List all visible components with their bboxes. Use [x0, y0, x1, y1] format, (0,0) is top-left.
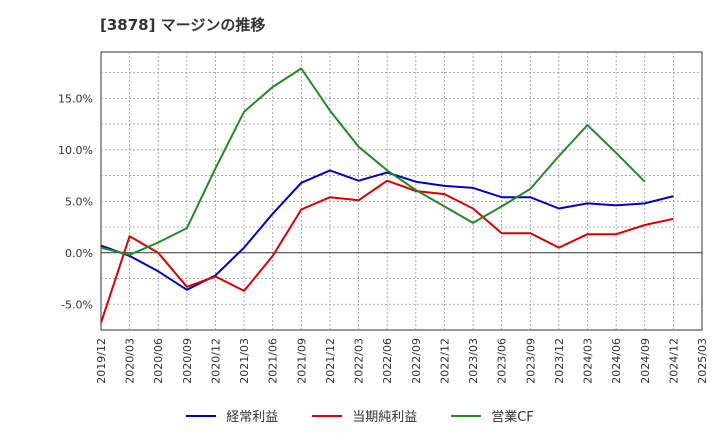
x-tick-label: 2023/03 [467, 338, 480, 384]
legend-swatch-operating-cf [451, 414, 482, 417]
x-tick-label: 2020/12 [209, 338, 222, 384]
legend-label-ordinary-profit: 経常利益 [226, 410, 279, 425]
x-tick-label: 2023/06 [496, 338, 509, 384]
x-tick-label: 2025/03 [696, 338, 709, 384]
series-line-net-income [100, 179, 674, 324]
x-tick-label: 2022/09 [410, 338, 423, 384]
legend-swatch-net-income [312, 414, 343, 417]
y-tick-label: -5.0% [61, 298, 93, 311]
x-tick-label: 2024/12 [667, 338, 680, 384]
chart-legend: 経常利益 当期純利益 営業CF [0, 406, 720, 425]
x-tick-label: 2022/03 [353, 338, 366, 384]
chart-title: [3878] マージンの推移 [100, 16, 266, 34]
x-tick-label: 2022/06 [381, 338, 394, 384]
legend-item-net-income: 当期純利益 [312, 406, 417, 425]
x-tick-label: 2024/09 [639, 338, 652, 384]
y-tick-label: 0.0% [65, 247, 93, 260]
x-tick-label: 2022/12 [438, 338, 451, 384]
x-tick-label: 2024/06 [610, 338, 623, 384]
x-tick-label: 2020/03 [124, 338, 137, 384]
x-tick-label: 2020/06 [152, 338, 165, 384]
legend-swatch-ordinary-profit [186, 414, 217, 417]
legend-label-operating-cf: 営業CF [491, 410, 534, 425]
legend-item-ordinary-profit: 経常利益 [186, 406, 278, 425]
legend-label-net-income: 当期純利益 [352, 410, 418, 425]
x-tick-label: 2021/03 [238, 338, 251, 384]
x-tick-label: 2019/12 [95, 338, 108, 384]
y-tick-label: 15.0% [58, 92, 93, 105]
series-line-operating-cf [100, 67, 646, 256]
series-line-ordinary-profit [100, 169, 674, 291]
x-tick-label: 2023/09 [524, 338, 537, 384]
y-tick-label: 10.0% [58, 144, 93, 157]
x-tick-label: 2021/09 [295, 338, 308, 384]
x-tick-label: 2021/06 [267, 338, 280, 384]
x-tick-label: 2024/03 [582, 338, 595, 384]
y-tick-label: 5.0% [65, 195, 93, 208]
x-tick-label: 2021/12 [324, 338, 337, 384]
x-tick-label: 2023/12 [553, 338, 566, 384]
x-tick-label: 2020/09 [181, 338, 194, 384]
legend-item-operating-cf: 営業CF [451, 406, 534, 425]
